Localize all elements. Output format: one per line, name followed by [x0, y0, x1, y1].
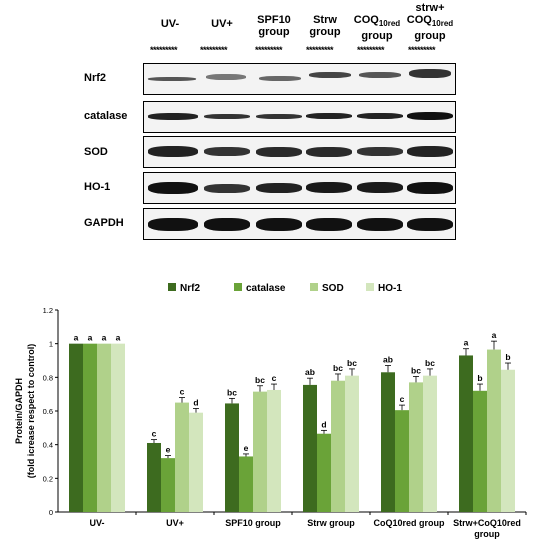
x-category-label: Strw+CoQ10red	[453, 518, 521, 528]
lane-header-uv-minus: UV-	[160, 18, 180, 30]
y-tick-label: 0.2	[43, 474, 53, 483]
blot-image-sod	[143, 136, 456, 168]
significance-label: c	[272, 373, 277, 383]
lane-header-coq10red: COQ10red group	[353, 14, 401, 43]
y-tick-label: 1.2	[43, 306, 53, 315]
significance-label: e	[166, 445, 171, 455]
bar-nrf2	[459, 355, 473, 512]
bar-nrf2	[147, 442, 161, 512]
blot-label-gapdh: GAPDH	[84, 217, 124, 229]
legend-label: SOD	[322, 283, 344, 294]
lane-marker-dots: *********	[408, 45, 436, 55]
x-category-label: UV-	[89, 518, 104, 528]
significance-label: b	[505, 352, 510, 362]
y-tick-label: 0.8	[43, 373, 53, 382]
blot-image-gapdh	[143, 208, 456, 240]
significance-label: d	[193, 397, 198, 407]
significance-label: e	[244, 443, 249, 453]
bar-catalase	[161, 458, 175, 512]
bar-ho-1	[267, 389, 281, 512]
legend-swatch	[366, 283, 374, 291]
legend-label: catalase	[246, 283, 286, 294]
significance-label: a	[102, 333, 107, 343]
legend-label: HO-1	[378, 283, 402, 294]
legend-swatch	[168, 283, 176, 291]
blot-label-sod: SOD	[84, 146, 108, 158]
lane-marker-dots: *********	[255, 45, 283, 55]
x-category-label: Strw group	[307, 518, 355, 528]
x-category-label: CoQ10red group	[373, 518, 445, 528]
significance-label: c	[152, 429, 157, 439]
y-axis-label: (fold icrease respect to control)	[26, 344, 36, 479]
bar-ho-1	[345, 375, 359, 512]
blot-label-nrf2: Nrf2	[84, 72, 107, 84]
bar-catalase	[317, 433, 331, 512]
bar-nrf2	[381, 372, 395, 512]
blot-label-ho1: HO-1	[84, 181, 111, 193]
significance-label: c	[180, 387, 185, 397]
significance-label: a	[116, 333, 121, 343]
x-category-label: UV+	[166, 518, 184, 528]
blot-image-nrf2	[143, 63, 456, 95]
significance-label: a	[464, 338, 469, 348]
bar-ho-1	[111, 343, 125, 512]
bar-sod	[253, 391, 267, 512]
significance-label: c	[400, 394, 405, 404]
significance-label: bc	[227, 387, 237, 397]
bar-sod	[175, 402, 189, 512]
significance-label: d	[321, 419, 326, 429]
bar-catalase	[83, 343, 97, 512]
bar-nrf2	[69, 343, 83, 512]
significance-label: bc	[425, 358, 435, 368]
x-category-label: group	[474, 529, 500, 539]
bar-ho-1	[423, 375, 437, 512]
y-tick-label: 1	[49, 340, 53, 349]
y-axis-label: Protein/GAPDH	[14, 378, 24, 444]
legend-swatch	[310, 283, 318, 291]
significance-label: ab	[383, 355, 393, 365]
bar-sod	[487, 349, 501, 512]
lane-header-spf10: SPF10 group	[257, 14, 291, 38]
blot-image-catalase	[143, 101, 456, 133]
y-tick-label: 0.4	[43, 441, 53, 450]
significance-label: bc	[347, 358, 357, 368]
significance-label: ab	[305, 367, 315, 377]
significance-label: b	[477, 373, 482, 383]
lane-marker-dots: *********	[306, 45, 334, 55]
blot-label-catalase: catalase	[84, 110, 128, 122]
bar-catalase	[395, 410, 409, 512]
bar-nrf2	[225, 403, 239, 512]
y-tick-label: 0	[49, 508, 53, 517]
bar-sod	[409, 382, 423, 512]
x-category-label: SPF10 group	[225, 518, 281, 528]
blot-image-ho1	[143, 172, 456, 204]
legend-label: Nrf2	[180, 283, 200, 294]
significance-label: a	[492, 330, 497, 340]
lane-header-strw: Strw group	[309, 14, 341, 38]
bar-ho-1	[189, 412, 203, 512]
significance-label: bc	[411, 365, 421, 375]
bar-nrf2	[303, 384, 317, 512]
bar-catalase	[239, 456, 253, 512]
bar-catalase	[473, 390, 487, 512]
bar-sod	[331, 380, 345, 512]
y-tick-label: 0.6	[43, 407, 53, 416]
bar-ho-1	[501, 369, 515, 512]
lane-header-strw-coq10red: strw+ COQ10red group	[406, 2, 454, 43]
bar-chart: Nrf2 catalase SOD HO-1 0 0.2 0.4 0.6 0.8 1 1.2 Prot…	[14, 283, 527, 539]
lane-header-uv-plus: UV+	[211, 18, 233, 30]
legend-swatch	[234, 283, 242, 291]
significance-label: a	[74, 333, 79, 343]
lane-marker-dots: *********	[150, 45, 178, 55]
lane-marker-dots: *********	[357, 45, 385, 55]
significance-label: bc	[333, 363, 343, 373]
lane-marker-dots: *********	[200, 45, 228, 55]
significance-label: a	[88, 333, 93, 343]
bar-sod	[97, 343, 111, 512]
significance-label: bc	[255, 375, 265, 385]
